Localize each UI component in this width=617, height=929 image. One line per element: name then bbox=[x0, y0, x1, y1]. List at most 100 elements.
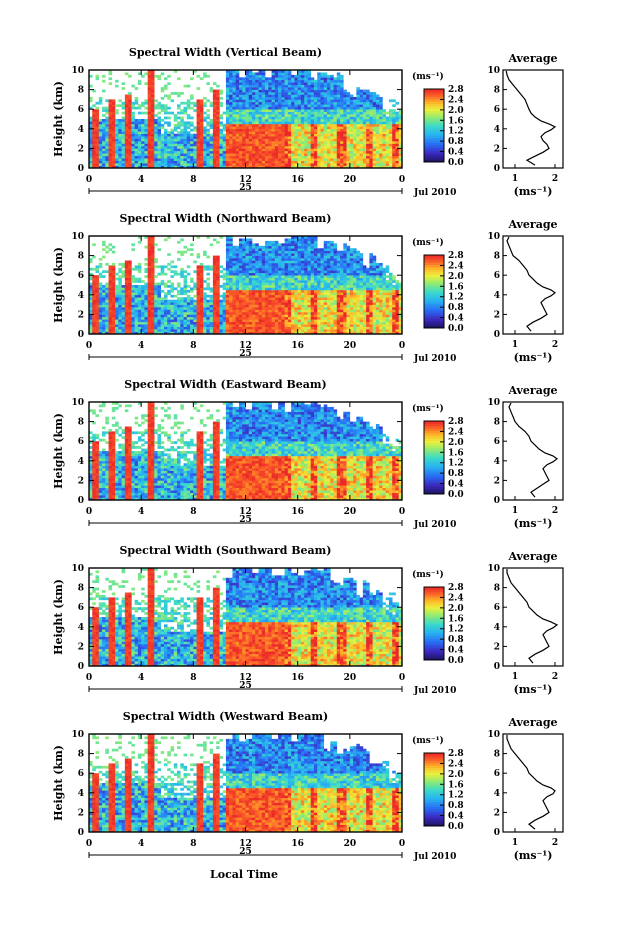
heatmap-cell bbox=[212, 309, 217, 313]
heatmap-cell bbox=[278, 111, 282, 115]
heatmap-cell bbox=[327, 136, 331, 139]
heatmap-cell bbox=[199, 153, 204, 157]
heatmap-cell bbox=[102, 74, 106, 78]
heatmap-cell bbox=[388, 153, 393, 157]
heatmap-cell bbox=[225, 248, 230, 251]
heatmap-cell bbox=[310, 150, 315, 154]
heatmap-cell bbox=[154, 141, 158, 144]
heatmap-cell bbox=[150, 96, 155, 100]
heatmap-cell bbox=[258, 141, 263, 144]
heatmap-cell bbox=[271, 267, 276, 271]
heatmap-cell bbox=[330, 148, 334, 152]
heatmap-cell bbox=[183, 331, 188, 335]
heatmap-cell bbox=[102, 155, 106, 159]
heatmap-cell bbox=[317, 138, 321, 142]
heatmap-cell bbox=[258, 79, 263, 83]
heatmap-cell bbox=[294, 106, 298, 110]
heatmap-cell bbox=[209, 160, 214, 164]
heatmap-cell bbox=[222, 153, 227, 157]
heatmap-cell bbox=[278, 250, 282, 254]
heatmap-cell bbox=[317, 141, 321, 144]
heatmap-cell bbox=[177, 302, 181, 305]
heatmap-cell bbox=[320, 87, 325, 90]
heatmap-cell bbox=[167, 158, 171, 161]
heatmap-cell bbox=[327, 119, 331, 122]
heatmap-cell bbox=[274, 282, 279, 286]
heatmap-cell bbox=[395, 153, 400, 157]
heatmap-cell bbox=[232, 114, 237, 117]
heatmap-cell bbox=[186, 126, 191, 130]
heatmap-cell bbox=[232, 160, 237, 164]
heatmap-cell bbox=[291, 119, 295, 122]
heatmap-cell bbox=[278, 248, 282, 251]
heatmap-cell bbox=[369, 165, 373, 169]
heatmap-cell bbox=[375, 96, 380, 100]
heatmap-cell bbox=[216, 109, 220, 112]
heatmap-cell bbox=[232, 94, 237, 98]
heatmap-cell bbox=[284, 238, 289, 242]
heatmap-cell bbox=[330, 123, 334, 127]
heatmap-cell bbox=[95, 143, 100, 147]
heatmap-cell bbox=[186, 121, 191, 125]
heatmap-cell bbox=[284, 309, 289, 313]
heatmap-cell bbox=[252, 155, 256, 159]
heatmap-cell bbox=[196, 109, 201, 112]
heatmap-cell bbox=[271, 299, 276, 303]
heatmap-cell bbox=[287, 262, 292, 266]
heatmap-cell bbox=[216, 133, 220, 137]
heatmap-cell bbox=[336, 165, 341, 169]
heatmap-cell bbox=[150, 92, 155, 95]
heatmap-cell bbox=[248, 104, 253, 108]
heatmap-cell bbox=[229, 165, 233, 169]
heatmap-cell bbox=[359, 111, 364, 115]
heatmap-cell bbox=[268, 285, 272, 288]
heatmap-cell bbox=[124, 133, 129, 137]
heatmap-cell bbox=[98, 272, 103, 276]
heatmap-cell bbox=[261, 70, 266, 73]
heatmap-cell bbox=[268, 165, 272, 169]
heatmap-cell bbox=[287, 123, 292, 127]
heatmap-cell bbox=[225, 89, 230, 93]
heatmap-cell bbox=[271, 262, 276, 266]
heatmap-cell bbox=[284, 267, 289, 271]
heatmap-cell bbox=[284, 282, 289, 286]
heatmap-cell bbox=[372, 96, 377, 100]
heatmap-cell bbox=[382, 158, 386, 161]
heatmap-cell bbox=[193, 145, 197, 149]
heatmap-cell bbox=[353, 155, 357, 159]
heatmap-cell bbox=[124, 309, 129, 313]
heatmap-cell bbox=[163, 265, 168, 269]
heatmap-cell bbox=[196, 292, 201, 296]
heatmap-cell bbox=[238, 280, 243, 283]
heatmap-cell bbox=[252, 297, 256, 300]
heatmap-cell bbox=[196, 285, 201, 288]
heatmap-cell bbox=[375, 165, 380, 169]
heatmap-cell bbox=[131, 311, 135, 315]
heatmap-cell bbox=[102, 109, 106, 112]
heatmap-cell bbox=[320, 150, 325, 154]
heatmap-cell bbox=[134, 136, 139, 139]
heatmap-cell bbox=[209, 324, 214, 327]
heatmap-cell bbox=[310, 158, 315, 161]
heatmap-cell bbox=[281, 255, 285, 259]
heatmap-cell bbox=[248, 101, 253, 105]
heatmap-cell bbox=[297, 163, 302, 166]
heatmap-cell bbox=[317, 89, 321, 93]
heatmap-cell bbox=[261, 258, 266, 261]
heatmap-cell bbox=[313, 160, 318, 164]
heatmap-cell bbox=[141, 287, 145, 291]
heatmap-cell bbox=[212, 92, 217, 95]
heatmap-cell bbox=[287, 248, 292, 251]
heatmap-cell bbox=[398, 165, 403, 169]
heatmap-cell bbox=[225, 329, 230, 332]
heatmap-cell bbox=[278, 116, 282, 120]
heatmap-cell bbox=[157, 145, 162, 149]
heatmap-cell bbox=[336, 160, 341, 164]
heatmap-cell bbox=[209, 104, 214, 108]
heatmap-cell bbox=[395, 148, 400, 152]
heatmap-cell bbox=[144, 267, 148, 271]
heatmap-cell bbox=[268, 277, 272, 281]
heatmap-cell bbox=[124, 297, 129, 300]
heatmap-cell bbox=[222, 133, 227, 137]
heatmap-cell bbox=[232, 116, 237, 120]
